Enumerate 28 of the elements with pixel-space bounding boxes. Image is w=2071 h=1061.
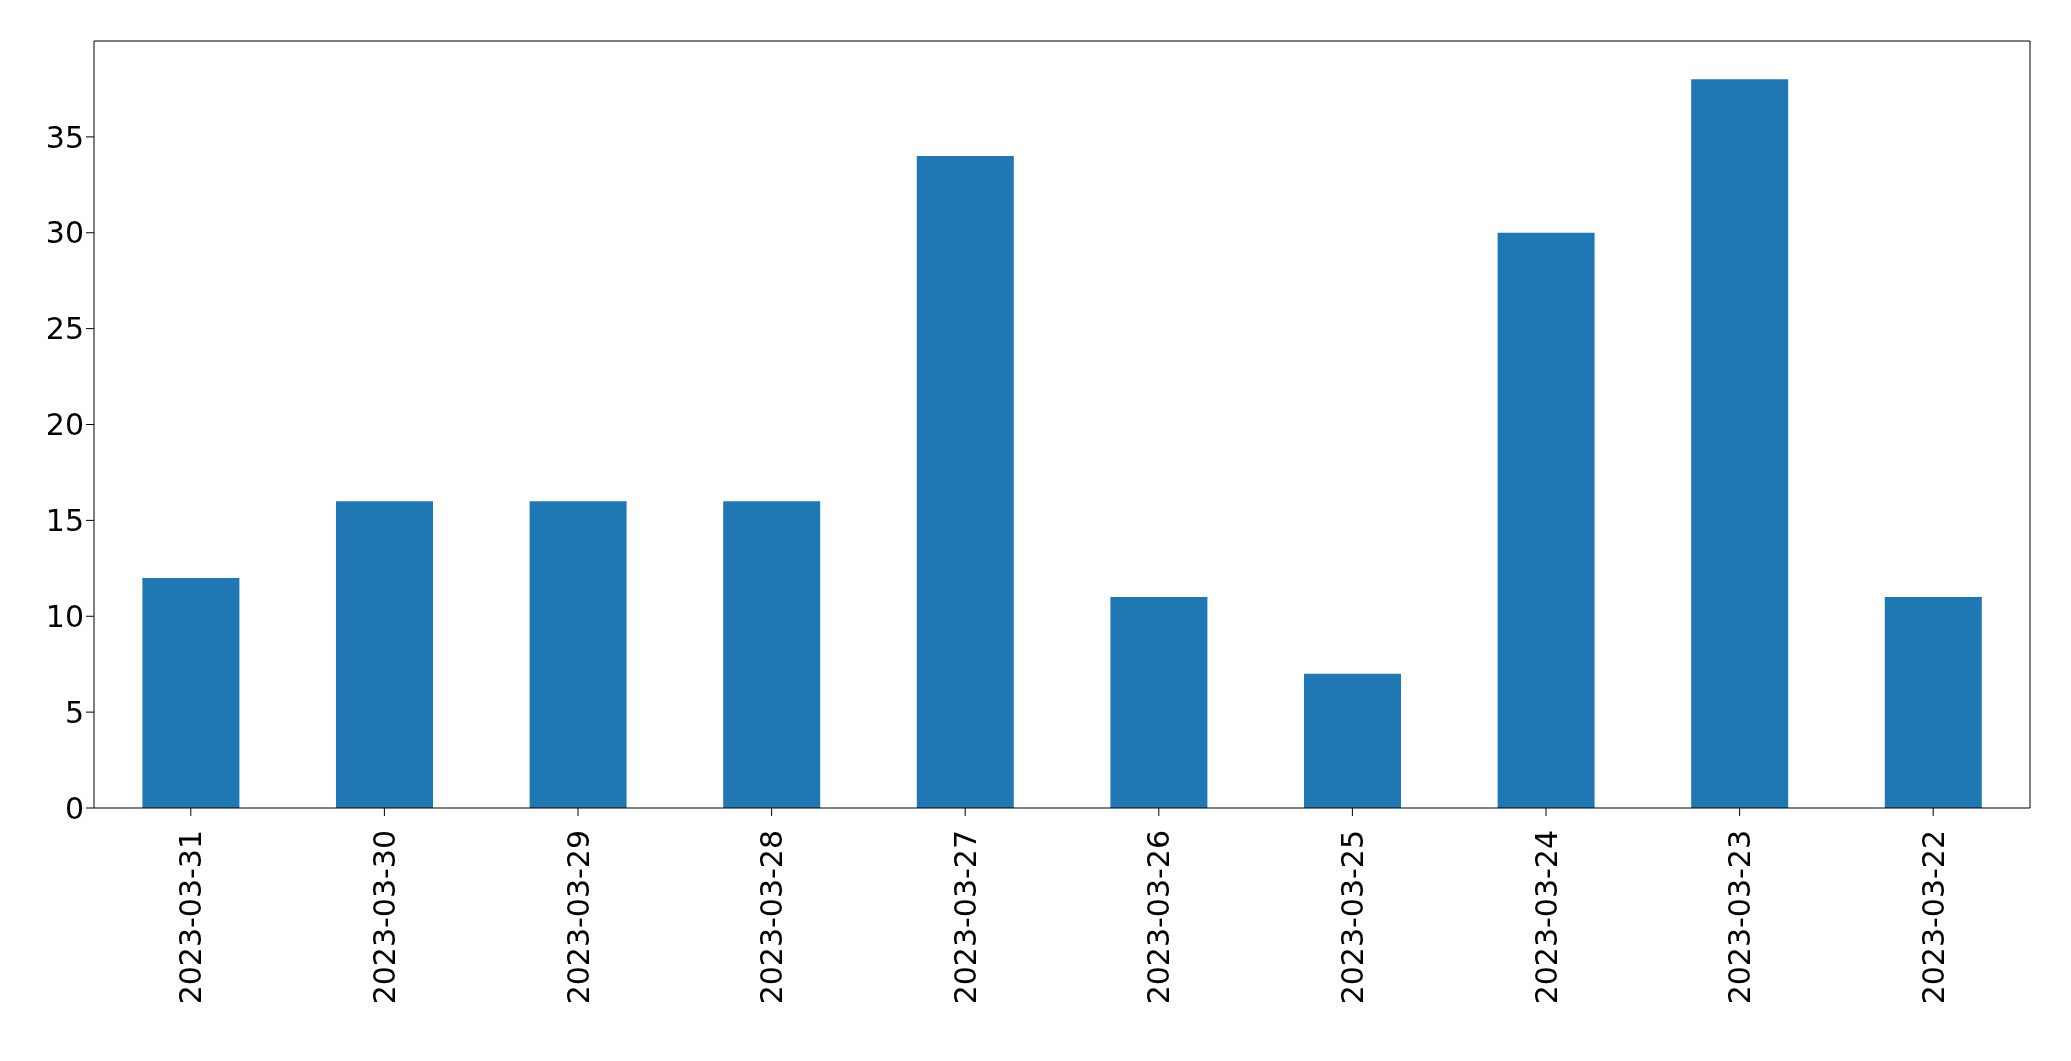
x-tick-label: 2023-03-25 bbox=[1334, 830, 1370, 1005]
bar bbox=[529, 501, 627, 808]
bar bbox=[1884, 597, 1982, 808]
x-tick-label: 2023-03-26 bbox=[1141, 830, 1177, 1005]
y-tick-label: 0 bbox=[64, 790, 84, 826]
bar bbox=[916, 156, 1014, 808]
x-tick-label: 2023-03-29 bbox=[560, 830, 596, 1005]
x-tick-label: 2023-03-31 bbox=[173, 830, 209, 1005]
bar bbox=[1304, 673, 1401, 808]
bar bbox=[723, 501, 821, 808]
y-tick-label: 25 bbox=[45, 311, 84, 347]
x-tick-label: 2023-03-28 bbox=[754, 830, 790, 1005]
y-tick-label: 15 bbox=[45, 503, 84, 539]
y-tick-label: 5 bbox=[64, 694, 84, 730]
bar bbox=[336, 501, 433, 808]
x-tick-label: 2023-03-24 bbox=[1528, 830, 1564, 1005]
y-tick-label: 35 bbox=[45, 119, 84, 155]
bar bbox=[142, 577, 240, 808]
x-tick-label: 2023-03-22 bbox=[1915, 830, 1951, 1005]
x-tick-label: 2023-03-27 bbox=[947, 830, 983, 1005]
y-tick-label: 10 bbox=[45, 598, 84, 634]
bar bbox=[1497, 232, 1595, 808]
bar bbox=[1691, 79, 1789, 808]
bar bbox=[1110, 597, 1208, 808]
y-tick-label: 30 bbox=[45, 215, 84, 251]
y-tick-label: 20 bbox=[45, 407, 84, 443]
x-tick-label: 2023-03-23 bbox=[1722, 830, 1758, 1005]
x-tick-label: 2023-03-30 bbox=[366, 830, 402, 1005]
